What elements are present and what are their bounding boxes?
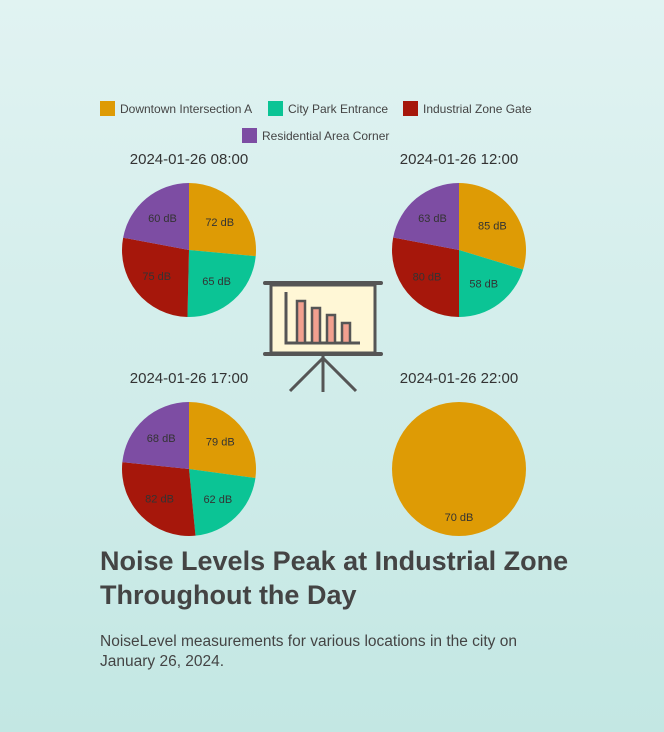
pie-2-label-3: 68 dB — [147, 433, 176, 445]
chart-headline: Noise Levels Peak at Industrial Zone Thr… — [100, 546, 569, 610]
pie-title-1: 2024-01-26 12:00 — [400, 151, 518, 168]
pie-0-slice-2 — [121, 237, 189, 317]
pie-0-label-1: 65 dB — [202, 276, 231, 288]
pie-0-slice-3 — [123, 183, 189, 250]
pie-1-label-2: 80 dB — [413, 272, 442, 284]
pie-0-label-0: 72 dB — [205, 217, 234, 229]
legend-swatch-0 — [100, 101, 115, 116]
pie-title-2: 2024-01-26 17:00 — [130, 370, 248, 387]
legend-swatch-1 — [268, 101, 283, 116]
pie-0: 2024-01-26 08:00 72 dB 65 dB 75 dB 60 dB — [121, 151, 256, 317]
pie-1-slice-3 — [393, 183, 459, 250]
pie-3-label-0: 70 dB — [445, 512, 474, 524]
pie-0-label-3: 60 dB — [148, 213, 177, 225]
legend-label-3: Residential Area Corner — [262, 129, 389, 143]
pie-2-label-2: 82 dB — [145, 493, 174, 505]
pie-3-slice-0 — [392, 402, 526, 536]
legend-label-0: Downtown Intersection A — [120, 102, 252, 116]
pie-2-slice-0 — [189, 402, 256, 479]
pie-1: 2024-01-26 12:00 85 dB 58 dB 80 dB 63 dB — [392, 151, 526, 317]
pie-title-3: 2024-01-26 22:00 — [400, 370, 518, 387]
pie-1-label-3: 63 dB — [418, 213, 447, 225]
pie-1-slice-1 — [459, 250, 524, 317]
pie-2-slice-3 — [122, 402, 189, 469]
legend-swatch-2 — [403, 101, 418, 116]
pie-title-0: 2024-01-26 08:00 — [130, 151, 248, 168]
pie-0-slice-0 — [189, 183, 256, 257]
legend-label-2: Industrial Zone Gate — [423, 102, 532, 116]
legend-label-1: City Park Entrance — [288, 102, 388, 116]
pie-1-label-0: 85 dB — [478, 220, 507, 232]
pie-2-slice-1 — [189, 469, 256, 536]
pie-0-slice-1 — [187, 250, 256, 317]
pie-1-label-1: 58 dB — [469, 278, 498, 290]
pie-2: 2024-01-26 17:00 79 dB 62 dB 82 dB 68 dB — [122, 370, 256, 536]
pie-1-slice-0 — [459, 183, 526, 270]
pie-chart-figure: Downtown Intersection A City Park Entranc… — [100, 101, 532, 536]
pie-1-slice-2 — [392, 237, 459, 317]
legend-swatch-3 — [242, 128, 257, 143]
legend: Downtown Intersection A City Park Entranc… — [100, 101, 532, 143]
pie-2-label-0: 79 dB — [206, 437, 235, 449]
presentation-chart-icon — [263, 281, 383, 393]
pie-2-slice-2 — [122, 462, 196, 536]
chart-subtitle: NoiseLevel measurements for various loca… — [100, 633, 517, 670]
pie-2-label-1: 62 dB — [203, 494, 232, 506]
pie-3: 2024-01-26 22:00 70 dB — [392, 370, 526, 536]
pie-0-label-2: 75 dB — [142, 271, 171, 283]
